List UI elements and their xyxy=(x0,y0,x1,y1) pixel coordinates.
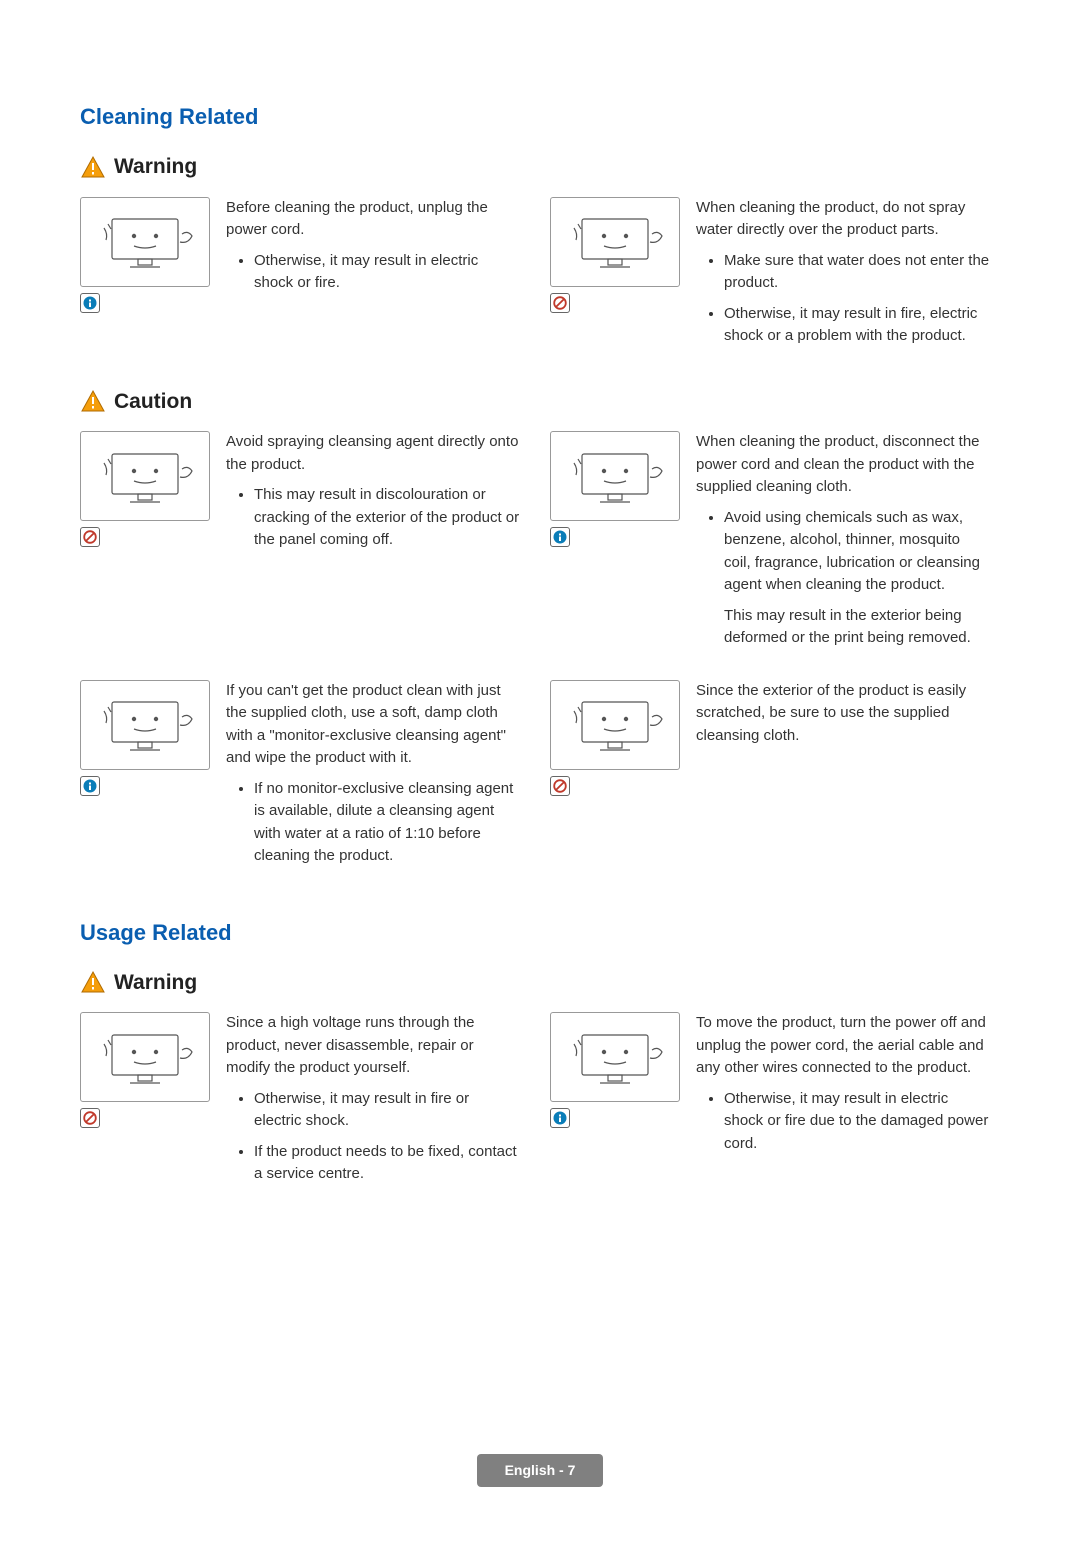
illustration-box xyxy=(80,197,210,356)
illustration-box xyxy=(80,680,210,876)
item-badge xyxy=(80,527,100,547)
safety-item: When cleaning the product, disconnect th… xyxy=(550,431,990,650)
illustration-box xyxy=(550,1012,680,1194)
safety-item: Before cleaning the product, unplug the … xyxy=(80,197,520,356)
item-text: Avoid spraying cleansing agent directly … xyxy=(226,431,520,650)
illustration-icon xyxy=(560,687,670,762)
prohibit-badge-icon xyxy=(83,530,97,544)
prohibit-badge-icon xyxy=(553,296,567,310)
item-bullet: If no monitor-exclusive cleansing agent … xyxy=(254,778,520,868)
item-badge xyxy=(80,776,100,796)
item-main-text: If you can't get the product clean with … xyxy=(226,680,520,770)
alert-label-text: Caution xyxy=(114,386,192,418)
safety-item: If you can't get the product clean with … xyxy=(80,680,520,876)
safety-item: When cleaning the product, do not spray … xyxy=(550,197,990,356)
item-badge xyxy=(550,293,570,313)
alert-label-text: Warning xyxy=(114,151,197,183)
item-bullet: Make sure that water does not enter the … xyxy=(724,250,990,295)
info-badge-icon xyxy=(553,530,567,544)
safety-item: Since a high voltage runs through the pr… xyxy=(80,1012,520,1194)
item-bullets: Otherwise, it may result in fire or elec… xyxy=(226,1088,520,1186)
alert-label: Warning xyxy=(80,967,1000,999)
item-text: Since the exterior of the product is eas… xyxy=(696,680,990,876)
info-badge-icon xyxy=(553,1111,567,1125)
illustration-icon xyxy=(90,1020,200,1095)
warning-icon xyxy=(80,155,106,179)
item-bullets: If no monitor-exclusive cleansing agent … xyxy=(226,778,520,868)
illustration-frame xyxy=(80,197,210,287)
illustration-icon xyxy=(90,204,200,279)
illustration-frame xyxy=(550,680,680,770)
section-title: Usage Related xyxy=(80,916,1000,949)
illustration-frame xyxy=(80,1012,210,1102)
prohibit-badge-icon xyxy=(553,779,567,793)
footer-pill: English - 7 xyxy=(477,1454,604,1487)
item-text: Since a high voltage runs through the pr… xyxy=(226,1012,520,1194)
item-bullet: Otherwise, it may result in electric sho… xyxy=(254,250,520,295)
prohibit-badge-icon xyxy=(83,1111,97,1125)
item-bullets: Otherwise, it may result in electric sho… xyxy=(226,250,520,295)
item-main-text: To move the product, turn the power off … xyxy=(696,1012,990,1080)
illustration-box xyxy=(550,431,680,650)
warning-icon xyxy=(80,970,106,994)
item-main-text: When cleaning the product, do not spray … xyxy=(696,197,990,242)
alert-label: Caution xyxy=(80,386,1000,418)
item-main-text: Since a high voltage runs through the pr… xyxy=(226,1012,520,1080)
item-main-text: Avoid spraying cleansing agent directly … xyxy=(226,431,520,476)
item-bullets: Otherwise, it may result in electric sho… xyxy=(696,1088,990,1156)
items-grid: Since a high voltage runs through the pr… xyxy=(80,1012,1000,1194)
item-main-text: Since the exterior of the product is eas… xyxy=(696,680,990,748)
item-text: Before cleaning the product, unplug the … xyxy=(226,197,520,356)
item-main-text: When cleaning the product, disconnect th… xyxy=(696,431,990,499)
warning-icon xyxy=(80,389,106,413)
illustration-box xyxy=(550,197,680,356)
info-badge-icon xyxy=(83,296,97,310)
illustration-frame xyxy=(550,431,680,521)
item-text: If you can't get the product clean with … xyxy=(226,680,520,876)
item-badge xyxy=(550,776,570,796)
item-bullet: If the product needs to be fixed, contac… xyxy=(254,1141,520,1186)
item-subnote: This may result in the exterior being de… xyxy=(696,605,990,650)
section-title: Cleaning Related xyxy=(80,100,1000,133)
illustration-icon xyxy=(560,204,670,279)
illustration-box xyxy=(80,431,210,650)
illustration-frame xyxy=(550,197,680,287)
item-bullet: Otherwise, it may result in fire, electr… xyxy=(724,303,990,348)
item-bullet: Otherwise, it may result in fire or elec… xyxy=(254,1088,520,1133)
illustration-frame xyxy=(80,680,210,770)
item-bullets: This may result in discolouration or cra… xyxy=(226,484,520,552)
item-bullet: This may result in discolouration or cra… xyxy=(254,484,520,552)
item-badge xyxy=(80,1108,100,1128)
alert-label: Warning xyxy=(80,151,1000,183)
safety-item: Since the exterior of the product is eas… xyxy=(550,680,990,876)
illustration-frame xyxy=(550,1012,680,1102)
info-badge-icon xyxy=(83,779,97,793)
illustration-box xyxy=(550,680,680,876)
item-bullet: Otherwise, it may result in electric sho… xyxy=(724,1088,990,1156)
item-badge xyxy=(80,293,100,313)
item-bullets: Make sure that water does not enter the … xyxy=(696,250,990,348)
item-text: When cleaning the product, disconnect th… xyxy=(696,431,990,650)
illustration-icon xyxy=(90,439,200,514)
safety-item: Avoid spraying cleansing agent directly … xyxy=(80,431,520,650)
item-text: To move the product, turn the power off … xyxy=(696,1012,990,1194)
item-text: When cleaning the product, do not spray … xyxy=(696,197,990,356)
illustration-icon xyxy=(90,687,200,762)
item-main-text: Before cleaning the product, unplug the … xyxy=(226,197,520,242)
illustration-icon xyxy=(560,439,670,514)
items-grid: Avoid spraying cleansing agent directly … xyxy=(80,431,1000,876)
item-bullets: Avoid using chemicals such as wax, benze… xyxy=(696,507,990,597)
illustration-frame xyxy=(80,431,210,521)
illustration-box xyxy=(80,1012,210,1194)
page-footer: English - 7 xyxy=(80,1454,1000,1487)
item-bullet: Avoid using chemicals such as wax, benze… xyxy=(724,507,990,597)
item-badge xyxy=(550,527,570,547)
illustration-icon xyxy=(560,1020,670,1095)
items-grid: Before cleaning the product, unplug the … xyxy=(80,197,1000,356)
safety-item: To move the product, turn the power off … xyxy=(550,1012,990,1194)
item-badge xyxy=(550,1108,570,1128)
alert-label-text: Warning xyxy=(114,967,197,999)
